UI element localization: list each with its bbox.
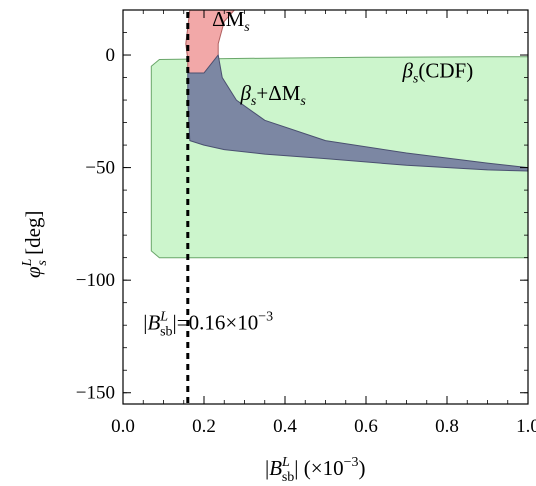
x-tick-label: 0.2 <box>192 416 216 437</box>
y-tick-label: −50 <box>85 158 115 179</box>
y-tick-label: −100 <box>76 270 115 291</box>
x-tick-label: 0.0 <box>111 416 135 437</box>
y-tick-label: −150 <box>76 383 115 404</box>
x-axis-title: |BL sb| (×10−3) <box>265 455 366 485</box>
y-axis-title: φLs [deg] <box>20 211 50 278</box>
y-tick-label: 0 <box>106 45 116 66</box>
region-label-beta-cdf: βs(CDF) <box>401 59 473 87</box>
regions-layer <box>150 9 529 259</box>
x-tick-label: 1.0 <box>516 416 536 437</box>
threshold-annotation-label: |BL sb|=0.16×10−3 <box>143 310 273 340</box>
ticks-layer: 0.0 0.2 0.4 0.6 0.8 1.0 0 −50 −100 −150 <box>76 9 536 437</box>
x-tick-label: 0.8 <box>435 416 459 437</box>
x-tick-label: 0.6 <box>354 416 378 437</box>
x-tick-label: 0.4 <box>273 416 297 437</box>
region-label-delta-ms: ΔMs <box>212 7 250 35</box>
region-label-beta-plus-delta-ms: βs+ΔMs <box>239 81 306 109</box>
